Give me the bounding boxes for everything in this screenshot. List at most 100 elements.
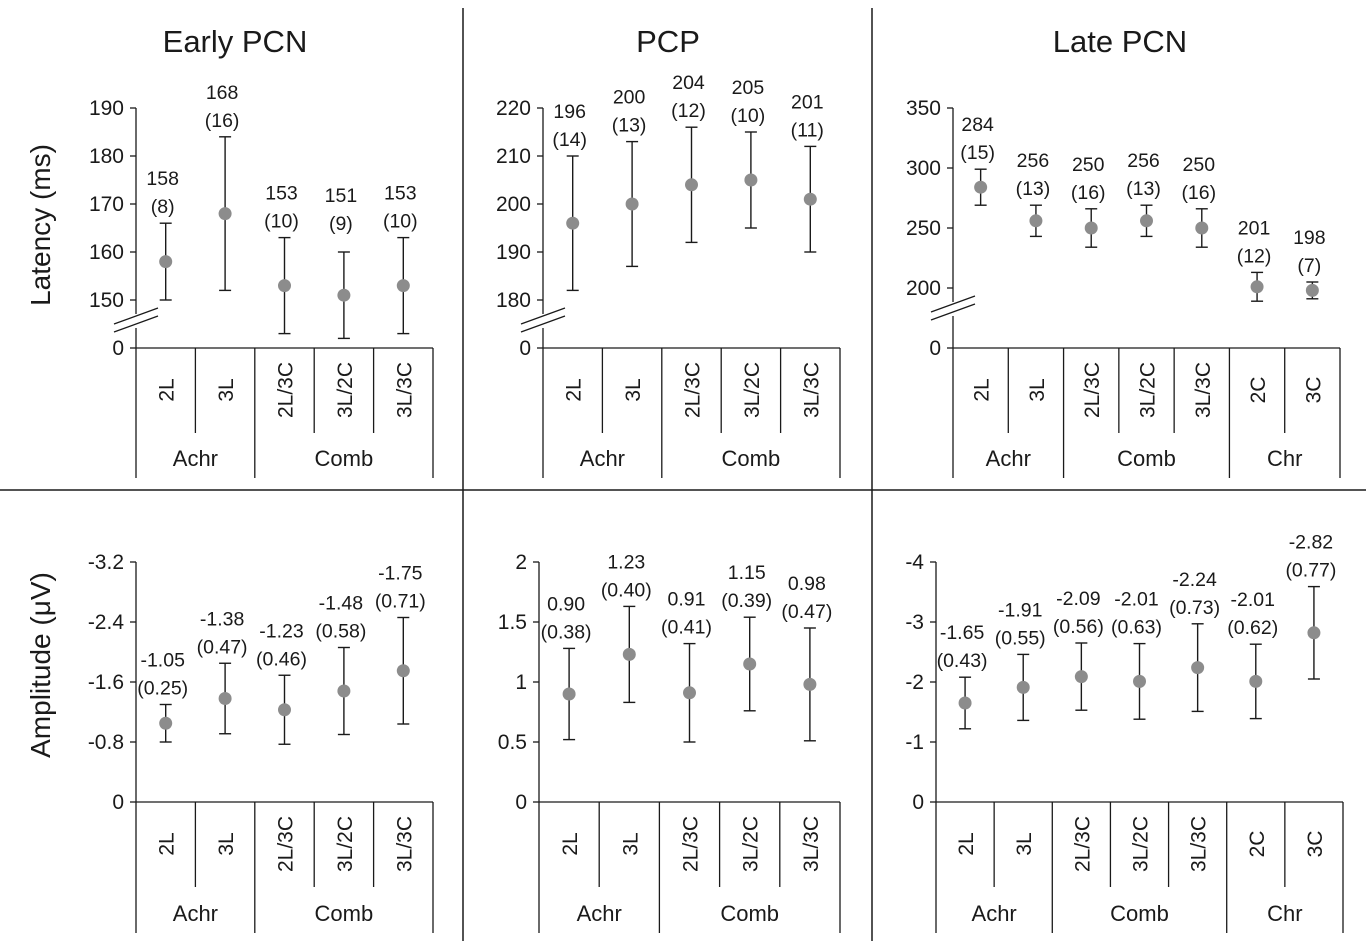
category-label: 3L/3C	[800, 362, 823, 418]
y-tick-label: 170	[89, 193, 124, 216]
data-label-value: 0.91	[668, 589, 706, 611]
category-label: 3L	[1013, 832, 1036, 855]
data-label-error: (11)	[791, 119, 824, 141]
data-point	[278, 703, 291, 717]
y-tick-label: 1	[515, 671, 527, 694]
group-label: Chr	[1267, 446, 1302, 471]
y-axis: 0 -1 -2 -3 -4	[905, 551, 937, 814]
data-label-error: (10)	[731, 105, 766, 127]
data-label-value: 1.15	[728, 562, 766, 584]
data-label-error: (12)	[671, 100, 706, 122]
y-tick-label: 200	[496, 193, 531, 216]
data-label-error: (0.25)	[137, 678, 188, 700]
chart-panel-2: 0 180 190 200 210 220 2L 3L 2L/3C 3L/2C 3L/3C Achr C…	[496, 72, 841, 478]
data-label-error: (0.40)	[601, 579, 652, 601]
data-label-error: (0.56)	[1053, 616, 1104, 638]
data-label-error: (13)	[1126, 178, 1161, 200]
group-label: Comb	[1117, 446, 1176, 471]
data-label-error: (10)	[383, 211, 418, 233]
data-point	[803, 192, 817, 206]
y-axis-title: Amplitude (μV)	[25, 572, 56, 758]
y-tick-label: 0	[112, 791, 124, 814]
data-point	[562, 687, 576, 701]
data-label-value: 200	[613, 87, 646, 109]
data-label-error: (0.62)	[1227, 617, 1278, 639]
y-tick-label: 210	[496, 145, 531, 168]
y-tick-label: -1.6	[88, 671, 124, 694]
data-label-value: -2.24	[1172, 569, 1217, 591]
group-label: Achr	[972, 901, 1017, 926]
category-label: 3L	[1026, 378, 1049, 401]
data-label-error: (0.39)	[721, 590, 772, 612]
axis-break-mark	[113, 315, 159, 333]
category-label: 2C	[1246, 831, 1269, 858]
data-label-value: 198	[1293, 227, 1326, 249]
y-tick-label: 150	[89, 289, 124, 312]
data-label-value: 201	[791, 91, 824, 113]
data-label-error: (0.71)	[375, 591, 426, 613]
axis-break-mark	[520, 307, 566, 325]
data-label-value: -1.48	[319, 593, 363, 615]
data-label-value: 158	[146, 168, 179, 190]
y-tick-label: -2	[905, 671, 924, 694]
data-label-value: 250	[1183, 154, 1216, 176]
y-tick-label: 160	[89, 241, 124, 264]
data-label-value: 256	[1127, 150, 1160, 172]
category-label: 3L/3C	[393, 816, 416, 872]
data-point	[1074, 670, 1088, 684]
category-table: 2L 3L 2L/3C 3L/2C 3L/3C 2C 3C Achr Comb Chr	[935, 801, 1344, 933]
column-title-early-pcn: Early PCN	[163, 24, 308, 59]
data-label-value: 196	[553, 101, 586, 123]
data-point	[218, 207, 232, 221]
data-point	[1249, 674, 1263, 688]
data-point	[566, 216, 580, 230]
data-label-error: (16)	[205, 110, 240, 132]
y-tick-label: 1.5	[498, 611, 527, 634]
category-label: 2L/3C	[275, 816, 298, 872]
y-tick-label: -2.4	[88, 611, 125, 634]
y-tick-label: 190	[89, 97, 124, 120]
category-label: 3L/3C	[393, 362, 416, 418]
y-tick-label: -4	[905, 551, 924, 574]
chart-panel-4: 0 -0.8 -1.6 -2.4 -3.2 Amplitude (μV) 2L 3L 2L/3C…	[25, 551, 434, 933]
data-point	[958, 696, 972, 710]
data-label-value: -2.82	[1289, 532, 1333, 554]
y-axis: 0 180 190 200 210 220	[496, 97, 566, 360]
data-label-value: 168	[206, 82, 239, 104]
axis-break-mark	[520, 315, 566, 333]
data-point	[1016, 680, 1030, 694]
y-tick-label: 0.5	[498, 731, 527, 754]
y-tick-label: 190	[496, 241, 531, 264]
y-tick-label: 300	[906, 157, 941, 180]
data-label-error: (16)	[1071, 182, 1106, 204]
data-point	[1307, 626, 1321, 640]
data-label-error: (13)	[612, 115, 647, 137]
data-point	[625, 197, 639, 211]
data-series: 284 (15) 256 (13) 250 (16) 256 (13) 250 (16) 201 (1…	[960, 114, 1326, 302]
data-label-value: 201	[1238, 217, 1271, 239]
y-axis: 0 -0.8 -1.6 -2.4 -3.2	[88, 551, 137, 814]
data-label-error: (14)	[552, 129, 587, 151]
panel-dividers	[0, 8, 1366, 941]
data-label-value: -2.01	[1231, 589, 1275, 611]
data-point	[337, 684, 351, 698]
data-label-value: -1.23	[259, 620, 303, 642]
category-table: 2L 3L 2L/3C 3L/2C 3L/3C Achr Comb	[538, 801, 841, 933]
data-label-error: (0.41)	[661, 617, 712, 639]
y-axis: 0 150 160 170 180 190	[89, 97, 159, 360]
data-label-error: (12)	[1237, 245, 1272, 267]
y-tick-label: -1	[905, 731, 924, 754]
data-point	[1084, 221, 1098, 235]
data-label-value: 256	[1017, 150, 1050, 172]
axis-break-mark	[930, 295, 976, 313]
category-label: 2L/3C	[682, 362, 705, 418]
data-label-value: 153	[384, 183, 417, 205]
data-point	[278, 279, 291, 293]
y-tick-label: 0	[515, 791, 527, 814]
data-label-error: (0.46)	[256, 648, 307, 670]
group-label: Achr	[577, 901, 622, 926]
category-label: 3L	[215, 378, 238, 401]
category-label: 3L/2C	[740, 816, 763, 872]
group-label: Comb	[315, 446, 374, 471]
data-label-error: (8)	[151, 196, 175, 218]
